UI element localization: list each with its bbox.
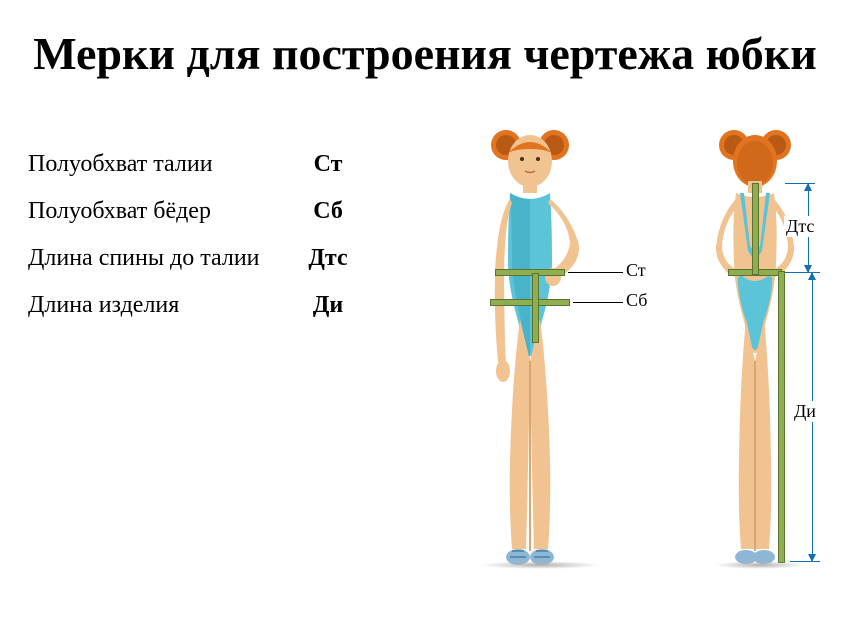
leader-st: [568, 272, 623, 273]
leader-sb: [573, 302, 623, 303]
waist-tape-front: [495, 269, 565, 276]
measure-label: Полуобхват бёдер: [28, 198, 298, 225]
annot-dts: Дтс: [784, 216, 816, 237]
floor-shadow-front: [480, 561, 600, 569]
content-area: Полуобхват талии Ст Полуобхват бёдер Сб …: [0, 121, 850, 581]
front-figure: [450, 121, 610, 581]
table-row: Полуобхват талии Ст: [28, 151, 440, 178]
measure-abbr: Ст: [298, 151, 358, 178]
measure-label: Длина изделия: [28, 292, 298, 319]
measure-abbr: Ди: [298, 292, 358, 319]
hip-tape-front: [490, 299, 570, 306]
annot-sb: Сб: [626, 290, 647, 311]
page-title: Мерки для построения чертежа юбки: [0, 0, 850, 81]
spine-tape-back: [752, 183, 759, 275]
measure-label: Длина спины до талии: [28, 245, 298, 272]
dim-dts-arrow-up: [804, 183, 812, 191]
table-row: Полуобхват бёдер Сб: [28, 198, 440, 225]
measure-abbr: Сб: [298, 198, 358, 225]
measure-label: Полуобхват талии: [28, 151, 298, 178]
dim-di-arrow-down: [808, 554, 816, 562]
floor-shadow-back: [715, 561, 805, 569]
measurements-table: Полуобхват талии Ст Полуобхват бёдер Сб …: [0, 121, 440, 581]
figures-area: Ст Сб: [440, 121, 840, 581]
length-tape-front: [532, 273, 539, 343]
table-row: Длина спины до талии Дтс: [28, 245, 440, 272]
annot-st: Ст: [626, 260, 646, 281]
length-tape-back: [778, 271, 785, 563]
measure-abbr: Дтс: [298, 245, 358, 272]
table-row: Длина изделия Ди: [28, 292, 440, 319]
dim-di-arrow-up: [808, 272, 816, 280]
annot-di: Ди: [792, 401, 818, 422]
